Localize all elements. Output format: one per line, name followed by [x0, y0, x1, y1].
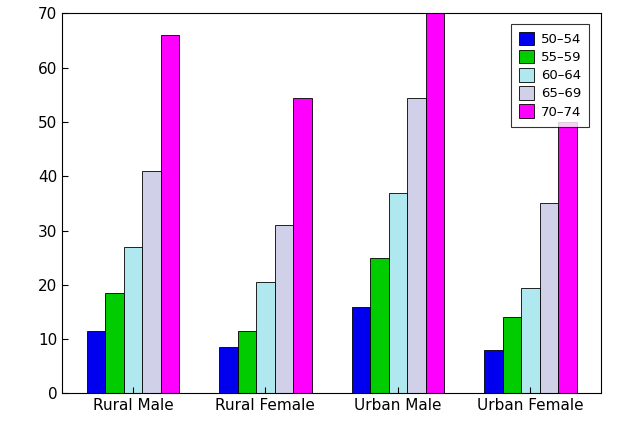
- Bar: [256, 282, 275, 393]
- Bar: [484, 350, 503, 393]
- Legend: 50–54, 55–59, 60–64, 65–69, 70–74: 50–54, 55–59, 60–64, 65–69, 70–74: [511, 24, 590, 127]
- Bar: [426, 13, 445, 393]
- Bar: [503, 317, 521, 393]
- Bar: [293, 97, 312, 393]
- Bar: [275, 225, 293, 393]
- Bar: [407, 97, 426, 393]
- Bar: [540, 203, 559, 393]
- Bar: [352, 307, 370, 393]
- Bar: [389, 193, 407, 393]
- Bar: [123, 247, 142, 393]
- Bar: [105, 293, 123, 393]
- Bar: [237, 331, 256, 393]
- Bar: [559, 122, 577, 393]
- Bar: [87, 331, 105, 393]
- Bar: [370, 257, 389, 393]
- Bar: [521, 287, 540, 393]
- Bar: [219, 347, 237, 393]
- Bar: [142, 171, 161, 393]
- Bar: [161, 35, 179, 393]
